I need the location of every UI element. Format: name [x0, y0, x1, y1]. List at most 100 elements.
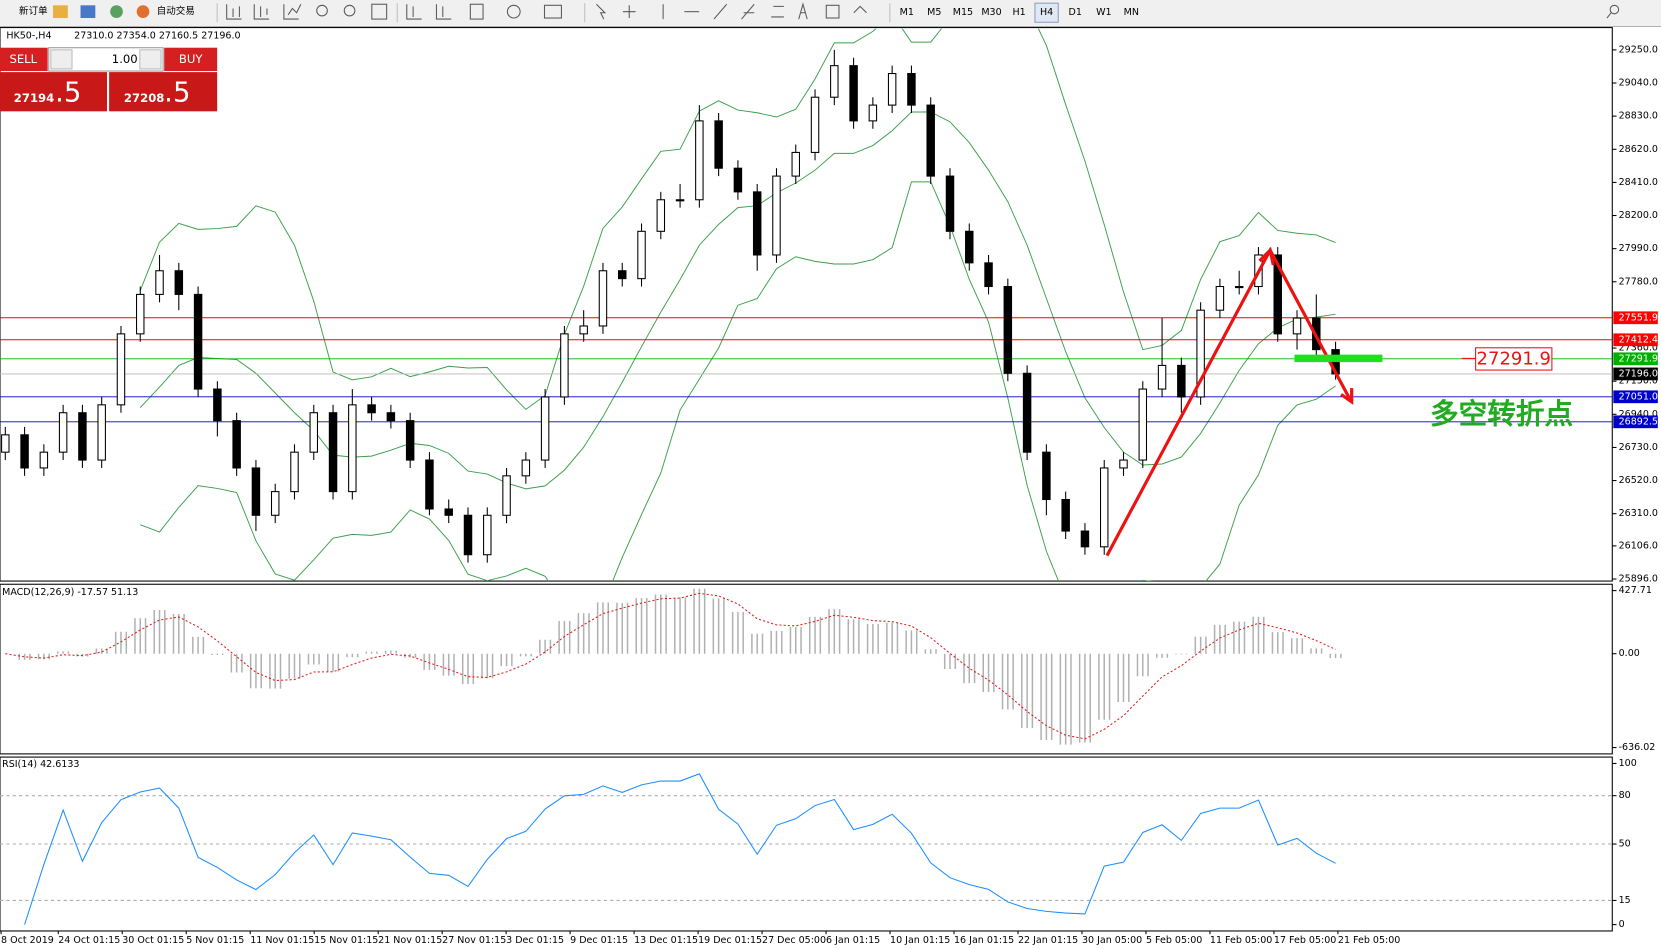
y-tick-label: 28830.0: [1619, 111, 1658, 122]
candle-body: [695, 120, 704, 201]
x-tick-label: 11 Feb 05:00: [1210, 935, 1272, 946]
timeframe-button[interactable]: D1: [1069, 7, 1082, 18]
icon[interactable]: [596, 3, 607, 20]
sell-price[interactable]: 27194: [14, 91, 54, 105]
icon[interactable]: [469, 3, 484, 20]
buy-price-frac[interactable]: .5: [164, 76, 190, 108]
icon[interactable]: [371, 3, 388, 20]
candle-body: [579, 325, 588, 335]
x-tick-label: 3 Dec 01:15: [506, 935, 564, 946]
annotation-text: 多空转折点: [1430, 397, 1573, 431]
search-icon[interactable]: [1606, 12, 1612, 19]
price-level-label: 26892.5: [1619, 416, 1658, 427]
y-tick-label: 100: [1619, 758, 1637, 769]
rsi-line: [24, 773, 1336, 925]
search-icon[interactable]: [1609, 4, 1620, 15]
lot-value[interactable]: 1.00: [112, 52, 138, 66]
icon[interactable]: [741, 3, 755, 20]
candle-body: [425, 459, 434, 510]
candle-body: [1119, 459, 1128, 469]
candle-body: [907, 73, 916, 106]
candle-body: [598, 270, 608, 327]
sell-price-frac[interactable]: .5: [55, 76, 81, 108]
icon[interactable]: [435, 4, 452, 20]
timeframe-button[interactable]: MN: [1124, 7, 1139, 18]
icon[interactable]: [406, 4, 422, 20]
price-level-label: 27291.9: [1619, 353, 1658, 364]
timeframe-button[interactable]: M5: [927, 7, 941, 18]
y-tick-label: 26940.0: [1619, 409, 1658, 420]
candle-body: [791, 151, 800, 177]
sell-label[interactable]: SELL: [9, 52, 37, 66]
candle-body: [521, 459, 531, 477]
candle-body: [20, 434, 29, 469]
auto-trading-button[interactable]: 自动交易: [157, 5, 195, 17]
buy-price-box[interactable]: [109, 72, 218, 112]
x-tick-label: 16 Jan 01:15: [954, 935, 1014, 946]
icon[interactable]: [798, 2, 808, 20]
price-level-label: 27412.4: [1619, 334, 1658, 345]
x-tick-label: 17 Feb 05:00: [1274, 935, 1336, 946]
candle-body: [1234, 285, 1244, 289]
icon[interactable]: [713, 3, 728, 20]
y-tick-label: 27150.0: [1619, 376, 1658, 387]
candle-body: [560, 333, 569, 398]
x-tick-label: 13 Dec 01:15: [634, 935, 698, 946]
candle-body: [116, 333, 126, 406]
timeframe-button[interactable]: M15: [953, 7, 973, 18]
icon[interactable]: [825, 4, 840, 19]
icon[interactable]: [136, 5, 150, 19]
lot-up[interactable]: [139, 49, 162, 70]
y-tick-label: 27780.0: [1619, 276, 1658, 287]
timeframe-button[interactable]: W1: [1096, 7, 1111, 18]
candle-body: [887, 73, 897, 106]
candle-body: [772, 175, 781, 256]
candle-body: [945, 175, 955, 232]
x-tick-label: 21 Feb 05:00: [1338, 935, 1400, 946]
icon[interactable]: [622, 5, 636, 19]
icon[interactable]: [506, 4, 521, 19]
icon[interactable]: [316, 4, 328, 17]
x-tick-label: 27 Nov 01:15: [442, 935, 506, 946]
buy-button[interactable]: [164, 47, 218, 72]
macd-signal: [5, 592, 1336, 740]
sell-button[interactable]: [0, 47, 48, 72]
icon[interactable]: [110, 5, 123, 19]
x-tick-label: 6 Jan 01:15: [826, 935, 880, 946]
timeframe-button[interactable]: H4: [1040, 7, 1053, 18]
icon[interactable]: [343, 4, 356, 17]
lot-input[interactable]: [48, 47, 164, 72]
lot-down[interactable]: [50, 49, 73, 70]
icon[interactable]: [226, 4, 242, 20]
candle-body: [849, 65, 858, 122]
price-level-tag: [1613, 333, 1658, 347]
timeframe-button[interactable]: M1: [900, 7, 914, 18]
icon[interactable]: [543, 4, 562, 19]
candle-body: [1138, 388, 1148, 461]
candle-body: [483, 514, 492, 556]
price-level-tag: [1613, 352, 1658, 366]
icon[interactable]: [52, 5, 68, 19]
candle-body: [1042, 451, 1051, 501]
price-level-tag: [1613, 390, 1658, 404]
candle-body: [1003, 285, 1013, 374]
icon[interactable]: [283, 4, 302, 20]
icon[interactable]: [253, 4, 270, 20]
timeframe-button[interactable]: H1: [1012, 7, 1025, 18]
price-level-label: 27051.0: [1619, 391, 1658, 402]
candle-body: [444, 508, 453, 516]
candle-body: [405, 420, 415, 461]
timeframe-button[interactable]: M30: [981, 7, 1001, 18]
rsi-plot: [0, 773, 1613, 925]
new-order-button[interactable]: 新订单: [19, 5, 48, 17]
y-tick-label: 28410.0: [1619, 177, 1658, 188]
buy-price[interactable]: 27208: [124, 91, 164, 105]
sell-price-box[interactable]: [0, 72, 107, 112]
candle-body: [656, 199, 666, 232]
icon[interactable]: [853, 5, 867, 14]
candle-body: [136, 293, 145, 335]
icon[interactable]: [80, 5, 96, 19]
icon[interactable]: [771, 5, 784, 18]
buy-label[interactable]: BUY: [179, 52, 203, 66]
